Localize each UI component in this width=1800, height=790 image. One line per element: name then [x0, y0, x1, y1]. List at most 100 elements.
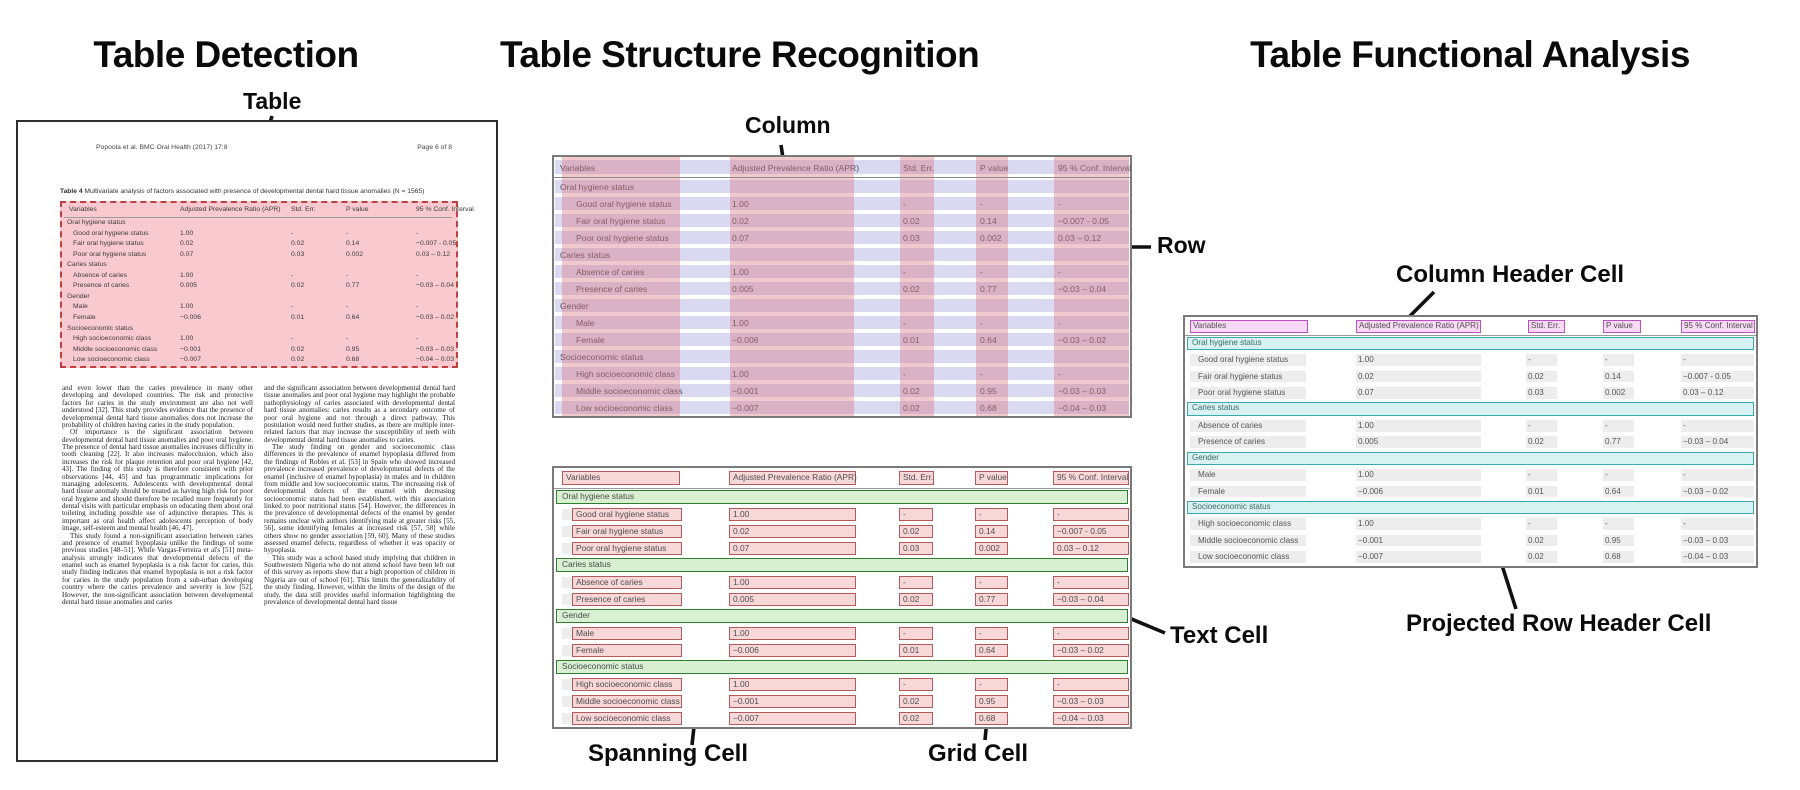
spanning-cell-box: Gender: [556, 609, 1128, 623]
column-header-cell-box: P value: [1603, 319, 1641, 333]
cell-value: 0.68: [980, 402, 997, 413]
doc-cell-value: 0.95: [346, 345, 360, 353]
doc-cell-value: 0.77: [346, 282, 360, 290]
grid-cell-box: 0.02: [899, 694, 933, 708]
doc-cell-value: 0.02: [291, 240, 305, 248]
column-band: [562, 157, 680, 416]
cell-value: -: [1058, 198, 1061, 209]
doc-cell-value: -: [416, 335, 419, 343]
body-paragraph: This study found a non-significant assoc…: [62, 531, 253, 606]
grid-cell-box: 1.00: [729, 626, 856, 640]
value-cell: -: [1603, 354, 1634, 366]
value-cell: 0.002: [1603, 387, 1634, 399]
row-label-cell: Fair oral hygiene status: [1190, 370, 1306, 383]
cell-value: 0.95: [980, 385, 997, 396]
row-stripe: [555, 282, 1129, 295]
spanning-cell-box: Caries status: [556, 558, 1128, 572]
page-header-page-number: Page 6 of 8: [417, 144, 452, 151]
column-band: [976, 157, 1008, 416]
value-cell: -: [1526, 420, 1557, 432]
grid-cell-box: −0.007 - 0.05: [1053, 524, 1129, 538]
grid-cell-box: −0.03 – 0.04: [1053, 592, 1129, 606]
doc-cell-value: 0.64: [346, 313, 360, 321]
data-row-label: Absence of caries: [576, 266, 645, 277]
grid-cell-box: 0.03: [899, 541, 933, 555]
row-label-cell: High socioeconomic class: [1190, 518, 1306, 530]
cell-value: −0.007: [732, 402, 759, 413]
doc-data-row-label: High socioeconomic class: [73, 335, 152, 343]
cell-value: −0.03 – 0.03: [1058, 385, 1107, 396]
cell-value: 0.03: [903, 232, 920, 243]
grid-cell-box: −0.04 – 0.03: [1053, 711, 1129, 725]
value-cell: 0.77: [1603, 436, 1634, 448]
column-band: [1054, 157, 1129, 416]
doc-data-row-label: Presence of caries: [73, 282, 130, 290]
cell-value: −0.04 – 0.03: [1058, 402, 1107, 413]
value-cell: 0.95: [1603, 534, 1634, 547]
cell-value: -: [903, 266, 906, 277]
doc-cell-value: −0.007 - 0.05: [416, 240, 457, 248]
doc-section-row-label: Oral hygiene status: [67, 219, 126, 226]
grid-cell-box: -: [1053, 575, 1129, 589]
cell-value: 1.00: [732, 368, 749, 379]
row-stripe: [555, 197, 1129, 210]
grid-cell-box: 0.01: [899, 643, 933, 657]
grid-cell-box: −0.001: [729, 694, 856, 708]
doc-cell-value: -: [346, 271, 349, 279]
value-cell: -: [1526, 354, 1557, 366]
row-stripe: [555, 160, 1129, 174]
grid-cell-box: 0.02: [899, 592, 933, 606]
cell-value: 0.01: [903, 334, 920, 345]
data-row-label: Poor oral hygiene status: [576, 232, 669, 243]
structure-cells-table: Variables Adjusted Prevalence Ratio (APR)…: [552, 466, 1132, 729]
value-cell: 1.00: [1356, 420, 1481, 432]
grid-cell-box: 0.07: [729, 541, 856, 555]
text-cell-box: Middle socioeconomic class: [572, 694, 682, 708]
value-cell: 0.64: [1603, 485, 1634, 498]
doc-header-cell: Variables: [69, 206, 97, 213]
doc-cell-value: -: [291, 335, 294, 343]
cell-value: 0.64: [980, 334, 997, 345]
row-label-cell: Middle socioeconomic class: [1190, 534, 1306, 547]
value-cell: 0.68: [1603, 551, 1634, 563]
doc-cell-value: -: [416, 229, 419, 237]
grid-cell-box: -: [1053, 677, 1129, 691]
doc-cell-value: −0.006: [180, 313, 201, 321]
cell-value: 1.00: [732, 266, 749, 277]
cell-value: -: [980, 266, 983, 277]
row-stripe: [555, 367, 1129, 380]
doc-cell-value: 0.14: [346, 240, 360, 248]
row-stripe: [555, 214, 1129, 227]
data-row-label: Female: [576, 334, 605, 345]
cell-value: -: [980, 198, 983, 209]
cell-value: 0.02: [903, 402, 920, 413]
data-row-label: Fair oral hygiene status: [576, 215, 666, 226]
row-label-cell: Low socioeconomic class: [1190, 551, 1306, 563]
doc-cell-value: 0.02: [180, 240, 194, 248]
table-caption: Table 4 Multivariate analysis of factors…: [60, 188, 462, 195]
value-cell: 0.01: [1526, 485, 1557, 498]
column-callout-label: Column: [745, 112, 831, 138]
doc-cell-value: 1.00: [180, 335, 194, 343]
row-stripe: [555, 401, 1129, 414]
cell-value: -: [903, 368, 906, 379]
panel-title-table-functional-analysis: Table Functional Analysis: [1250, 34, 1690, 75]
row-stripe: [555, 265, 1129, 278]
doc-header-cell: P value: [346, 206, 369, 213]
doc-cell-value: −0.001: [180, 345, 201, 353]
text-cell-box: Poor oral hygiene status: [572, 541, 682, 555]
row-callout-label: Row: [1157, 232, 1206, 258]
column-header-cell-callout-label: Column Header Cell: [1396, 261, 1625, 288]
grid-cell-callout-label: Grid Cell: [928, 740, 1029, 767]
column-header-cell-box: Std. Err.: [1528, 319, 1565, 333]
row-stripe: [555, 316, 1129, 329]
structure-rows-columns-table: Variables Adjusted Prevalence Ratio (APR)…: [552, 155, 1132, 418]
value-cell: 0.02: [1526, 370, 1557, 383]
doc-cell-value: -: [291, 271, 294, 279]
document-page: Popoola et al. BMC Oral Health (2017) 17…: [16, 120, 498, 762]
value-cell: 0.14: [1603, 370, 1634, 383]
grid-cell-box: 0.64: [975, 643, 1008, 657]
doc-cell-value: −0.03 – 0.03: [416, 345, 454, 353]
doc-data-row-label: Absence of caries: [73, 271, 128, 279]
doc-header-cell: 95 % Conf. Interval: [416, 206, 474, 213]
